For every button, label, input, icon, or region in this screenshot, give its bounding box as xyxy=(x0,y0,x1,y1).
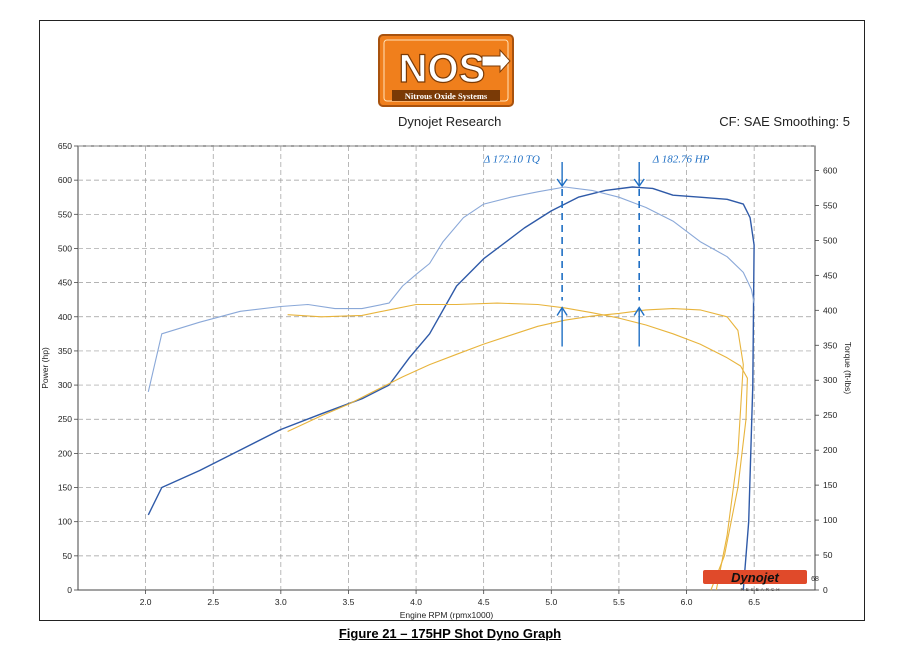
correction-factor-label: CF: SAE Smoothing: 5 xyxy=(719,114,850,129)
y-left-tick-label: 100 xyxy=(58,517,72,527)
y-left-tick-label: 50 xyxy=(63,551,73,561)
x-tick-label: 6.5 xyxy=(748,597,760,607)
annotation-label: Δ 172.10 TQ xyxy=(483,154,540,166)
marker-arrowhead-up xyxy=(556,306,568,316)
y-right-tick-label: 100 xyxy=(823,515,837,525)
svg-text:Nitrous Oxide Systems: Nitrous Oxide Systems xyxy=(405,91,488,101)
y-left-tick-label: 200 xyxy=(58,448,72,458)
x-tick-label: 2.5 xyxy=(207,597,219,607)
y-left-tick-label: 400 xyxy=(58,312,72,322)
y-right-tick-label: 450 xyxy=(823,270,837,280)
figure-caption: Figure 21 – 175HP Shot Dyno Graph xyxy=(338,626,562,641)
y-right-tick-label: 200 xyxy=(823,445,837,455)
dynojet-logo-band xyxy=(703,570,807,584)
y-left-tick-label: 450 xyxy=(58,278,72,288)
x-tick-label: 4.5 xyxy=(478,597,490,607)
nos-logo: NOS Nitrous Oxide Systems xyxy=(378,34,514,107)
y-right-axis-label: Torque (ft-lbs) xyxy=(843,342,853,395)
x-tick-label: 3.0 xyxy=(275,597,287,607)
annotation-label: Δ 182.76 HP xyxy=(652,154,710,166)
y-left-tick-label: 250 xyxy=(58,414,72,424)
series-line-1 xyxy=(147,186,755,591)
series-line-3 xyxy=(287,308,744,591)
y-right-tick-label: 150 xyxy=(823,480,837,490)
marker-arrowhead-up xyxy=(633,306,645,316)
y-left-tick-label: 500 xyxy=(58,243,72,253)
y-left-tick-label: 650 xyxy=(58,141,72,151)
y-right-tick-label: 300 xyxy=(823,375,837,385)
dynojet-logo-text: Dynojet xyxy=(731,570,779,585)
y-right-tick-label: 0 xyxy=(823,585,828,595)
y-left-tick-label: 550 xyxy=(58,209,72,219)
series-line-2 xyxy=(147,186,755,393)
y-right-tick-label: 400 xyxy=(823,305,837,315)
y-right-tick-label: 600 xyxy=(823,165,837,175)
dynojet-logo-sub: RESEARCH xyxy=(740,587,781,592)
x-tick-label: 5.0 xyxy=(545,597,557,607)
x-tick-label: 4.0 xyxy=(410,597,422,607)
y-left-tick-label: 300 xyxy=(58,380,72,390)
y-left-tick-label: 150 xyxy=(58,483,72,493)
dynojet-logo-code: 68 xyxy=(811,576,819,583)
y-right-tick-label: 50 xyxy=(823,550,833,560)
x-tick-label: 6.0 xyxy=(681,597,693,607)
x-tick-label: 2.0 xyxy=(140,597,152,607)
series-line-4 xyxy=(287,302,748,591)
y-left-axis-label: Power (hp) xyxy=(40,347,50,389)
plot-area xyxy=(77,145,816,591)
x-tick-label: 5.5 xyxy=(613,597,625,607)
y-right-tick-label: 350 xyxy=(823,340,837,350)
marker-arrowhead-down xyxy=(556,178,568,188)
y-right-tick-label: 500 xyxy=(823,235,837,245)
chart-subtitle: Dynojet Research xyxy=(398,114,502,129)
x-axis-label: Engine RPM (rpmx1000) xyxy=(400,610,494,620)
y-right-tick-label: 250 xyxy=(823,410,837,420)
marker-arrowhead-down xyxy=(633,178,645,188)
y-right-tick-label: 550 xyxy=(823,200,837,210)
y-left-tick-label: 0 xyxy=(67,585,72,595)
x-tick-label: 3.5 xyxy=(343,597,355,607)
svg-text:NOS: NOS xyxy=(399,47,486,91)
y-left-tick-label: 600 xyxy=(58,175,72,185)
y-left-tick-label: 350 xyxy=(58,346,72,356)
